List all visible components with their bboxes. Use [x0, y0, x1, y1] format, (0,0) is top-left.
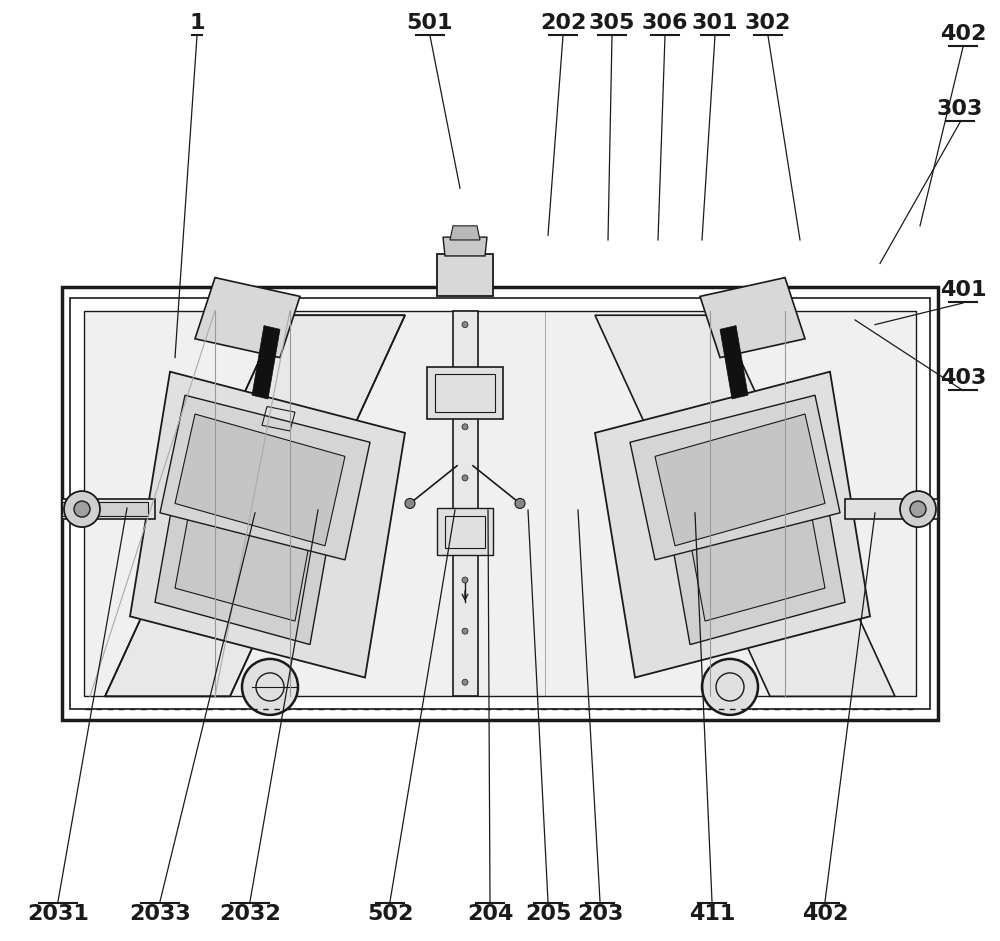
Text: 302: 302 — [745, 13, 791, 33]
Polygon shape — [195, 278, 300, 358]
Polygon shape — [160, 395, 370, 560]
Text: 1: 1 — [189, 13, 205, 33]
Text: 305: 305 — [589, 13, 635, 33]
Polygon shape — [105, 315, 405, 696]
Text: 204: 204 — [467, 904, 513, 924]
Polygon shape — [62, 499, 155, 519]
Text: 403: 403 — [940, 368, 986, 388]
Circle shape — [462, 629, 468, 634]
Text: 2031: 2031 — [27, 904, 89, 924]
Polygon shape — [845, 499, 938, 519]
Circle shape — [462, 475, 468, 481]
Circle shape — [515, 499, 525, 508]
Text: 411: 411 — [689, 904, 735, 924]
Circle shape — [900, 491, 936, 527]
Text: 402: 402 — [940, 24, 986, 44]
Polygon shape — [595, 372, 870, 678]
Text: 402: 402 — [802, 904, 848, 924]
Text: 501: 501 — [407, 13, 453, 33]
Polygon shape — [595, 315, 895, 696]
Polygon shape — [443, 237, 487, 256]
Polygon shape — [155, 461, 335, 645]
Polygon shape — [62, 502, 148, 516]
Polygon shape — [630, 395, 840, 560]
Polygon shape — [427, 367, 503, 419]
Circle shape — [242, 659, 298, 715]
Text: 306: 306 — [642, 13, 688, 33]
Polygon shape — [452, 311, 478, 696]
Polygon shape — [175, 480, 315, 621]
Text: 203: 203 — [577, 904, 623, 924]
Circle shape — [462, 322, 468, 327]
Polygon shape — [175, 414, 345, 546]
Polygon shape — [700, 278, 805, 358]
Circle shape — [74, 501, 90, 518]
Circle shape — [702, 659, 758, 715]
Polygon shape — [450, 226, 480, 240]
Polygon shape — [437, 508, 493, 555]
Text: 2033: 2033 — [129, 904, 191, 924]
Text: 401: 401 — [940, 280, 986, 300]
Polygon shape — [252, 326, 280, 399]
Text: 205: 205 — [525, 904, 571, 924]
Circle shape — [462, 577, 468, 583]
Text: 502: 502 — [367, 904, 413, 924]
Circle shape — [462, 526, 468, 532]
Circle shape — [462, 679, 468, 685]
Polygon shape — [130, 372, 405, 678]
Text: 303: 303 — [937, 100, 983, 120]
Circle shape — [462, 373, 468, 378]
Polygon shape — [437, 254, 493, 296]
Circle shape — [405, 499, 415, 508]
Polygon shape — [685, 480, 825, 621]
Text: 202: 202 — [540, 13, 586, 33]
Polygon shape — [84, 311, 916, 696]
Circle shape — [910, 501, 926, 518]
Circle shape — [462, 423, 468, 430]
Text: 301: 301 — [692, 13, 738, 33]
Polygon shape — [655, 414, 825, 546]
Polygon shape — [720, 326, 748, 399]
Text: 2032: 2032 — [219, 904, 281, 924]
Polygon shape — [665, 461, 845, 645]
Circle shape — [64, 491, 100, 527]
